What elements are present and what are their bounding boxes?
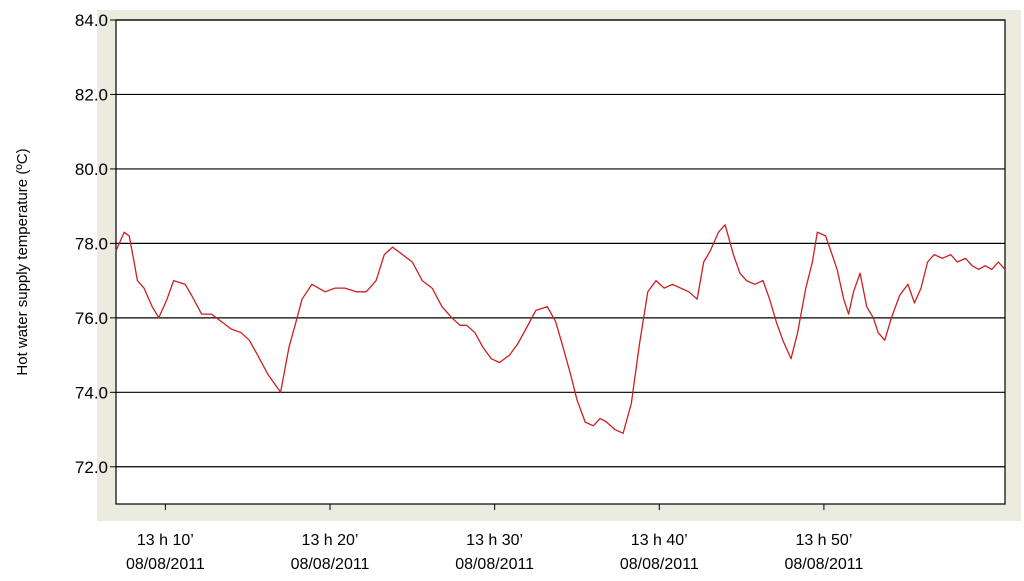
y-axis-label: Hot water supply temperature (ºC) (14, 148, 31, 375)
x-tick-label-date: 08/08/2011 (126, 556, 205, 573)
y-tick-label: 84.0 (75, 11, 108, 30)
y-tick-label: 78.0 (75, 234, 108, 253)
y-axis: 72.0 74.0 76.0 78.0 80.0 82.0 84.0 (75, 11, 116, 477)
plot-area (115, 19, 1006, 505)
x-tick-label-date: 08/08/2011 (784, 556, 863, 573)
series-group (115, 224, 1006, 434)
y-tick-label: 76.0 (75, 309, 108, 328)
x-tick-label-date: 08/08/2011 (455, 556, 534, 573)
x-tick-label-time: 13 h 20’ (302, 532, 359, 549)
y-tick-label: 74.0 (75, 383, 108, 402)
gridlines (116, 19, 1005, 468)
y-tick-label: 80.0 (75, 160, 108, 179)
y-tick-label: 72.0 (75, 458, 108, 477)
x-tick-label-time: 13 h 10’ (137, 532, 194, 549)
x-tick-label-time: 13 h 50’ (795, 532, 852, 549)
y-tick-label: 82.0 (75, 85, 108, 104)
x-tick-label-date: 08/08/2011 (291, 556, 370, 573)
series-line-0 (115, 224, 1006, 434)
x-tick-label-time: 13 h 30’ (466, 532, 523, 549)
x-tick-label-time: 13 h 40’ (631, 532, 688, 549)
x-tick-label-date: 08/08/2011 (620, 556, 699, 573)
x-axis: 13 h 10’ 08/08/2011 13 h 20’ 08/08/2011 13 h… (126, 504, 863, 573)
